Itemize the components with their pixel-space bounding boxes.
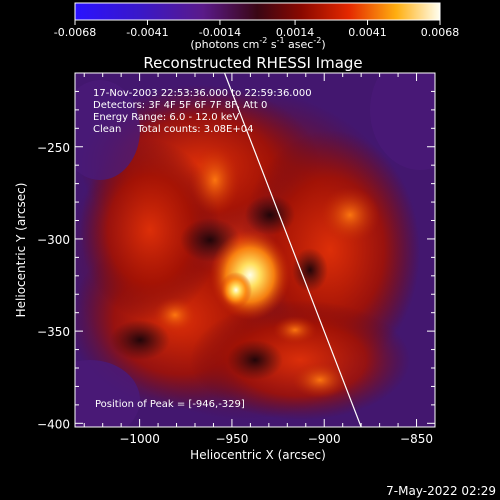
colorbar-tick-label: 0.0041 [348,26,387,39]
y-tick-label: −400 [37,417,70,431]
footer-date: 7-May-2022 02:29 [386,484,496,498]
colorbar-tick-label: -0.0068 [54,26,96,39]
peak-position-label: Position of Peak = [-946,-329] [95,399,245,410]
colorbar [74,2,441,21]
x-axis-label: Heliocentric X (arcsec) [190,448,326,462]
y-tick-label: −250 [37,141,70,155]
colorbar-tick-label: 0.0068 [421,26,460,39]
annotation-detectors: Detectors: 3F 4F 5F 6F 7F 8F, Att 0 [93,100,267,111]
y-axis-label: Heliocentric Y (arcsec) [14,183,28,318]
colorbar-tick-label: -0.0041 [126,26,168,39]
y-tick-label: −300 [37,233,70,247]
x-tick-label: −950 [215,432,248,446]
chart-title: Reconstructed RHESSI Image [143,54,362,72]
annotation-counts: Clean Total counts: 3.08E+04 [93,124,253,135]
x-tick-label: −1000 [119,432,160,446]
y-tick-label: −350 [37,325,70,339]
axis-ticks: −1000 −950 −900 −850 −250 −300 −350 −400 [37,72,436,446]
annotation-block: 17-Nov-2003 22:53:36.000 to 22:59:36.000… [93,88,312,135]
x-tick-label: −900 [308,432,341,446]
plot-frame [74,72,436,428]
heatmap-image [75,73,435,427]
x-tick-label: −850 [400,432,433,446]
annotation-time: 17-Nov-2003 22:53:36.000 to 22:59:36.000 [93,88,312,99]
colorbar-tick-label: -0.0014 [199,26,241,39]
colorbar-units: (photons cm-2 s-1 asec-2) [190,36,325,51]
colorbar-ticks: -0.0068 -0.0041 -0.0014 0.0014 0.0041 0.0068 [54,20,459,39]
annotation-energy: Energy Range: 6.0 - 12.0 keV [93,112,239,123]
solar-limb-line [223,72,362,428]
colorbar-tick-label: 0.0014 [276,26,315,39]
